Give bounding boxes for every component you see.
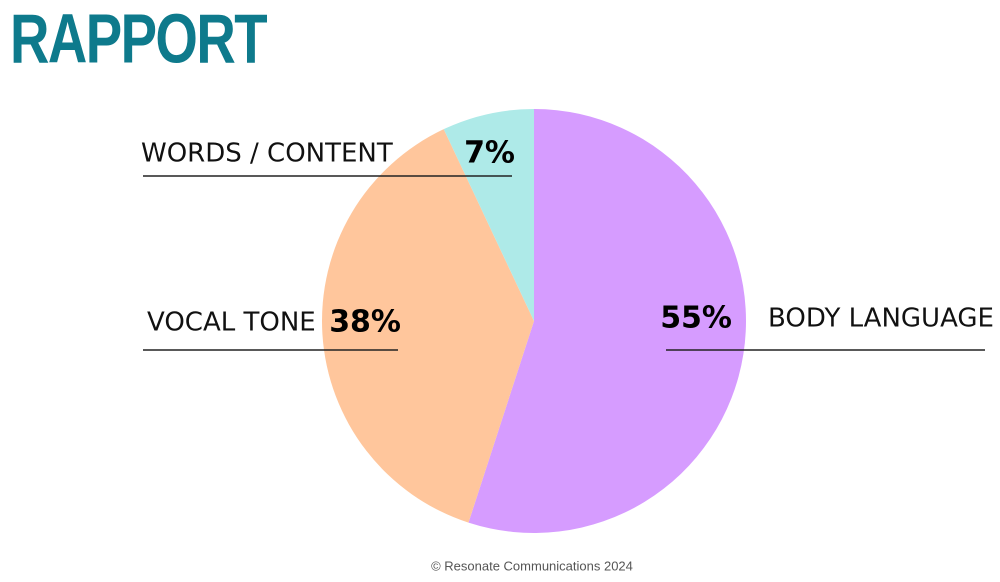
- pie-slice: [322, 129, 534, 523]
- footer: © Resonate Communications 2024: [431, 558, 633, 573]
- chart-title: RAPPORT: [10, 0, 267, 78]
- category-label: VOCAL TONE: [147, 308, 316, 338]
- value-label: 7%: [464, 136, 515, 171]
- category-label: BODY LANGUAGE: [768, 304, 994, 334]
- value-label: 55%: [660, 301, 732, 336]
- pie-slice: [468, 109, 747, 534]
- category-label: WORDS / CONTENT: [141, 139, 393, 169]
- pie-slice: [443, 109, 534, 321]
- value-label: 38%: [329, 305, 401, 340]
